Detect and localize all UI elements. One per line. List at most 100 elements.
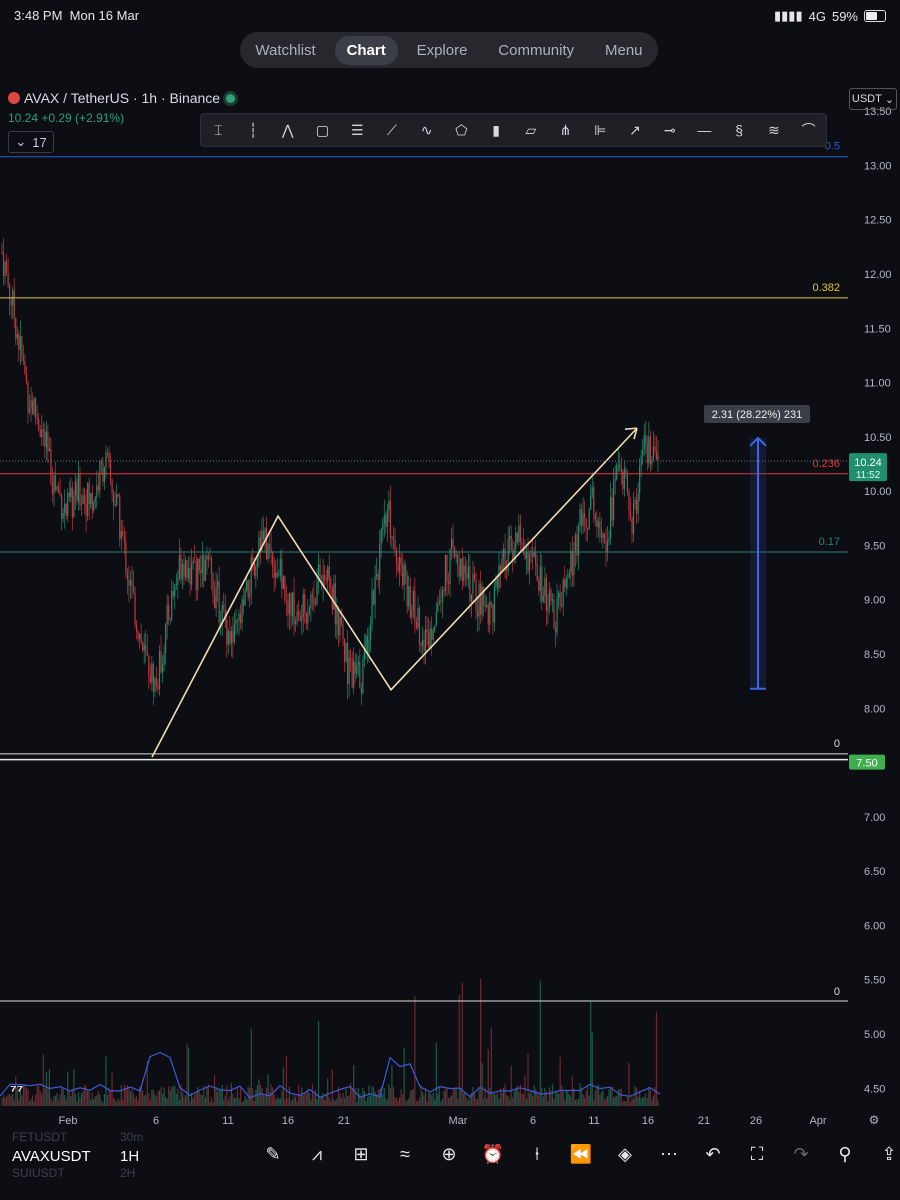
candle-body <box>184 560 187 577</box>
chart-area[interactable]: 0.5 0.382 0.236 0.17 0 0 2.31 (28.22%) 231 13… <box>0 84 900 1134</box>
fork-tool-icon[interactable]: ⋔ <box>559 121 572 138</box>
arc-tool-icon[interactable]: ⌒ <box>801 122 816 138</box>
candle-body <box>632 503 635 534</box>
volume-bar <box>232 1093 234 1106</box>
redo-icon[interactable]: ↷ <box>793 1144 809 1164</box>
ghost-symbol-2[interactable]: SUIUSDT <box>12 1166 65 1180</box>
candle-body <box>406 576 408 607</box>
ray-tool-icon[interactable]: ⟋ <box>387 121 397 138</box>
volume-bar <box>149 1099 151 1106</box>
time-tick-label: 26 <box>750 1115 762 1127</box>
horizontal-lines-tool-icon[interactable]: ☰ <box>350 121 364 138</box>
compare-icon[interactable]: ≈ <box>400 1144 410 1164</box>
vertical-line-tool-icon[interactable]: ┆ <box>248 121 258 138</box>
templates-icon[interactable]: ⊞ <box>353 1144 369 1164</box>
volume-bar <box>536 1091 538 1106</box>
candle-body <box>322 574 324 587</box>
candle-body <box>281 558 283 589</box>
bottom-toolbar: FETUSDT 30m AVAXUSDT 1H SUIUSDT 2H ✎ ⩘ ⊞… <box>0 1130 900 1200</box>
bulb-icon[interactable]: ⚲ <box>838 1144 852 1164</box>
volume-bar <box>506 1095 508 1106</box>
trend-pattern-tool-icon[interactable]: ⋀ <box>282 121 294 138</box>
tab-menu[interactable]: Menu <box>604 41 643 59</box>
undo-icon[interactable]: ↶ <box>705 1144 721 1164</box>
volume-bar <box>166 1098 168 1106</box>
candle-body <box>388 500 390 510</box>
indicators-toggle[interactable]: ⌄ 17 <box>8 131 54 153</box>
curve-tool-icon[interactable]: § <box>735 122 744 138</box>
fullscreen-icon[interactable]: ⛶ <box>750 1144 764 1164</box>
layers-icon[interactable]: ◈ <box>618 1144 632 1164</box>
volume-bar <box>513 1091 515 1106</box>
ghost-tf-2[interactable]: 2H <box>120 1166 136 1180</box>
volume-bar <box>129 1091 132 1106</box>
tab-chart[interactable]: Chart <box>334 35 398 65</box>
volume-bar <box>67 1071 69 1106</box>
volume-bar <box>157 1091 159 1106</box>
polyline-tool-icon[interactable]: ∿ <box>420 121 433 138</box>
volume-bar <box>243 1100 245 1106</box>
shape-tool-icon[interactable]: ⬠ <box>455 121 468 138</box>
add-icon[interactable]: ⊕ <box>441 1144 457 1164</box>
volume-bar <box>195 1092 197 1106</box>
ghost-tf-1[interactable]: 30m <box>120 1130 144 1144</box>
candle-body <box>402 563 404 586</box>
volume-bar <box>212 1101 214 1106</box>
indicators-icon[interactable]: ⩘ <box>311 1144 323 1164</box>
horizontal-ray-tool-icon[interactable]: ⊸ <box>663 121 676 138</box>
alert-icon[interactable]: ⏰ <box>481 1144 505 1164</box>
volume-bar <box>577 1098 580 1106</box>
candles-tool-icon[interactable]: ▮ <box>492 121 500 138</box>
symbol-header[interactable]: AVAX / TetherUS · 1h · Binance <box>8 90 236 106</box>
candle-body <box>223 605 225 610</box>
candle-body <box>314 603 317 605</box>
rewind-icon[interactable]: ⏪ <box>569 1144 593 1164</box>
ghost-symbol-1[interactable]: FETUSDT <box>12 1130 68 1144</box>
channel-tool-icon[interactable]: ▱ <box>525 121 537 138</box>
currency-selector[interactable]: USDT ⌄ <box>849 88 897 110</box>
volume-bar <box>85 1086 87 1106</box>
volume-bar <box>2 1094 5 1106</box>
price-tick-label: 8.50 <box>864 649 885 661</box>
volume-bar <box>33 1101 35 1106</box>
candle-body <box>307 613 309 624</box>
tab-watchlist[interactable]: Watchlist <box>255 41 316 59</box>
replay-icon[interactable]: ⍿ <box>534 1144 540 1164</box>
horizontal-line-tool-icon[interactable]: — <box>697 122 712 138</box>
volume-bar <box>56 1093 58 1106</box>
lines-tool-icon[interactable]: ≋ <box>767 121 780 138</box>
candle-body <box>163 652 165 665</box>
candle-body <box>640 455 642 467</box>
candle-body <box>252 557 254 560</box>
draw-icon[interactable]: ✎ <box>265 1144 281 1164</box>
candle-body <box>614 478 616 481</box>
tab-community[interactable]: Community <box>498 41 575 59</box>
candle-body <box>186 560 188 579</box>
rectangle-tool-icon[interactable]: ▢ <box>315 121 330 138</box>
volume-bar <box>313 1095 315 1106</box>
volume-bar <box>168 1086 170 1106</box>
fib-tool-icon[interactable]: ⊫ <box>594 121 607 138</box>
symbol-title[interactable]: AVAX / TetherUS · 1h · Binance <box>24 90 221 106</box>
volume-bar <box>634 1086 636 1106</box>
share-icon[interactable]: ⇪ <box>881 1144 897 1164</box>
bottom-symbol[interactable]: AVAXUSDT <box>12 1148 91 1165</box>
candle-body <box>622 472 624 490</box>
volume-bar <box>441 1099 443 1106</box>
candle-body <box>600 529 603 538</box>
candle-body <box>128 579 130 586</box>
volume-bar <box>395 1097 398 1106</box>
bottom-timeframe[interactable]: 1H <box>120 1148 140 1165</box>
candle-body <box>414 591 416 622</box>
time-tick-label: 6 <box>153 1115 159 1127</box>
candle-body <box>548 590 551 607</box>
more-icon[interactable]: ⋯ <box>660 1144 678 1164</box>
candle-body <box>617 464 619 466</box>
price-chart[interactable]: 0.5 0.382 0.236 0.17 0 0 2.31 (28.22%) 231 13… <box>0 84 900 1134</box>
candle-body <box>558 592 560 598</box>
candle-body <box>187 568 190 579</box>
tab-explore[interactable]: Explore <box>416 41 468 59</box>
path-tool-icon[interactable]: ↗ <box>629 121 641 138</box>
crosshair-tool-icon[interactable]: ⌶ <box>214 121 223 138</box>
volume-bar <box>330 1100 332 1106</box>
